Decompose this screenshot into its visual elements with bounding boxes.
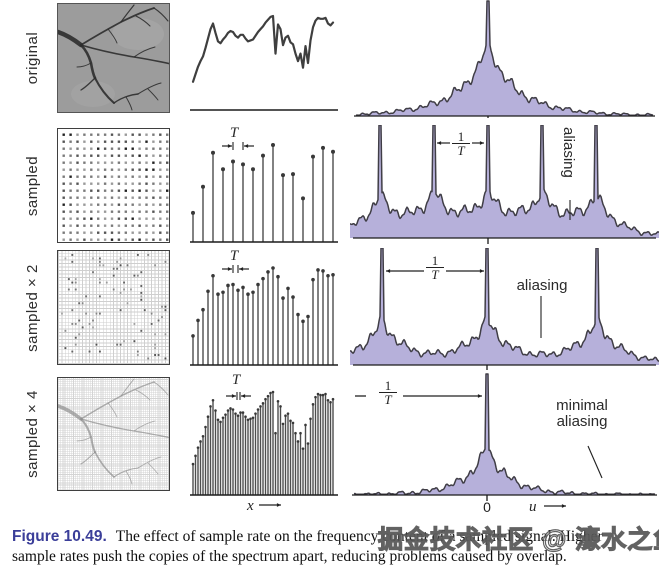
sampled-x4-spectrum-plot bbox=[352, 373, 657, 501]
x-axis-label: x bbox=[247, 498, 254, 514]
sample-period-label-row2: T bbox=[229, 125, 239, 141]
caption-line1: Figure 10.49. The effect of sample rate o… bbox=[12, 527, 657, 547]
origin-tick-label: 0 bbox=[483, 499, 491, 515]
aliasing-label-row2: aliasing bbox=[560, 127, 577, 178]
sample-period-label-row3: T bbox=[229, 248, 239, 264]
fraction-denominator: T bbox=[379, 392, 397, 406]
row-label-original: original bbox=[24, 31, 41, 85]
sampled-x2-spectrum-plot bbox=[350, 248, 659, 370]
figure-caption: Figure 10.49. The effect of sample rate o… bbox=[12, 527, 657, 566]
fraction-numerator: 1 bbox=[384, 378, 392, 393]
figure-number: Figure 10.49. bbox=[12, 528, 107, 545]
sampled-stem-plot bbox=[190, 143, 338, 243]
sample-speck-grid bbox=[61, 254, 167, 360]
row-label-sampled: sampled bbox=[24, 155, 41, 217]
minimal-aliasing-line2: aliasing bbox=[556, 413, 608, 430]
caption-text-1: The effect of sample rate on the frequen… bbox=[115, 528, 603, 545]
aliasing-label-row3: aliasing bbox=[516, 277, 568, 294]
fraction-numerator: 1 bbox=[431, 253, 439, 268]
fraction-denominator: T bbox=[452, 143, 470, 157]
one-over-t-fraction-row3: 1 T bbox=[426, 254, 444, 281]
original-branch-image bbox=[57, 3, 170, 113]
sampled-spectrum-plot bbox=[350, 125, 659, 244]
stems bbox=[191, 390, 335, 495]
sample-dot-grid bbox=[62, 133, 169, 241]
sampled-x4-dot-image bbox=[57, 377, 170, 491]
sampled-x4-stem-plot bbox=[190, 390, 338, 496]
caption-line2: sample rates push the copies of the spec… bbox=[12, 547, 657, 567]
minimal-aliasing-label: minimal aliasing bbox=[547, 398, 617, 430]
sampled-dot-image bbox=[57, 128, 170, 243]
sample-period-label-row4: T bbox=[231, 372, 241, 388]
sampled-x2-stem-plot bbox=[190, 266, 338, 366]
watermark-text: 掘金技术社区 @ 濠水之鱼 bbox=[377, 525, 659, 554]
faint-branch-strokes bbox=[58, 378, 169, 485]
stems bbox=[191, 143, 335, 242]
branch-strokes bbox=[58, 4, 169, 111]
caption-text-2: sample rates push the copies of the spec… bbox=[12, 547, 567, 565]
one-over-t-fraction-row4: 1 T bbox=[379, 379, 397, 406]
minimal-aliasing-line1: minimal bbox=[556, 397, 608, 414]
sampled-x2-dot-image bbox=[57, 250, 170, 365]
fraction-numerator: 1 bbox=[457, 129, 465, 144]
one-over-t-fraction-row2: 1 T bbox=[452, 130, 470, 157]
stems bbox=[191, 266, 335, 365]
u-axis-label: u bbox=[529, 499, 537, 515]
row-label-sampled-x2: sampled × 2 bbox=[24, 264, 41, 352]
fraction-denominator: T bbox=[426, 267, 444, 281]
original-spectrum-plot bbox=[354, 0, 655, 118]
row-label-sampled-x4: sampled × 4 bbox=[24, 390, 41, 478]
original-profile-plot bbox=[190, 14, 338, 111]
